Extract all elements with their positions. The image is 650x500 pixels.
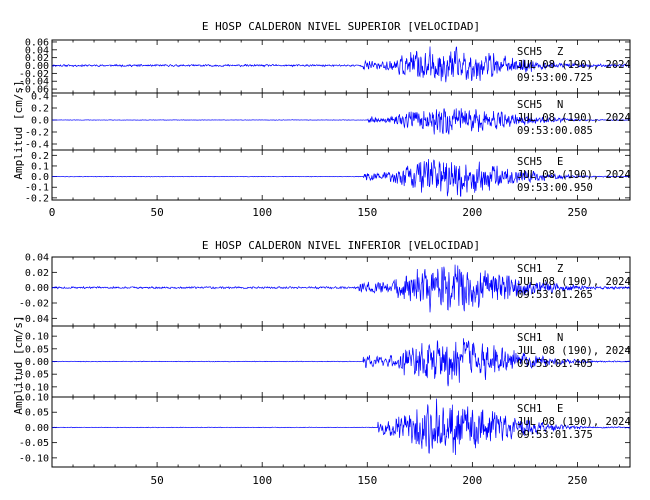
y-tick-label: -0.2 <box>25 128 49 139</box>
component-label: Z <box>557 46 563 58</box>
date-label: JUL 08 (190), 2024 <box>517 416 631 428</box>
y-tick-label: -0.06 <box>19 85 49 96</box>
x-tick-label: 100 <box>252 474 272 487</box>
station-label: SCH1 <box>517 263 542 275</box>
component-label: E <box>557 403 563 415</box>
y-tick-label: -0.02 <box>19 69 49 80</box>
time-label: 09:53:01.375 <box>517 429 593 441</box>
y-tick-label: -0.1 <box>25 183 49 194</box>
y-tick-label: 0.0 <box>31 116 49 127</box>
x-tick-label: 150 <box>357 474 377 487</box>
time-label: 09:53:00.725 <box>517 72 593 84</box>
y-tick-label: 0.0 <box>31 172 49 183</box>
waveform-line <box>51 398 631 455</box>
y-tick-label: 0.05 <box>25 344 49 355</box>
x-tick-label: 100 <box>252 206 272 219</box>
y-tick-label: 0.00 <box>25 423 49 434</box>
y-tick-label: 0.10 <box>25 393 49 404</box>
x-tick-label: 150 <box>357 206 377 219</box>
trace-frame <box>51 396 631 468</box>
waveform-line <box>51 108 631 135</box>
x-tick-label: 250 <box>568 474 588 487</box>
y-tick-label: -0.05 <box>19 370 49 381</box>
date-label: JUL 08 (190), 2024 <box>517 59 631 71</box>
y-tick-label: 0.02 <box>25 268 49 279</box>
x-tick-label: 250 <box>568 206 588 219</box>
time-label: 09:53:00.085 <box>517 125 593 137</box>
waveform-line <box>51 338 631 387</box>
x-tick-label: 200 <box>462 474 482 487</box>
x-tick-label: 50 <box>150 474 163 487</box>
y-axis-label: Amplitud [cm/s] <box>12 80 25 179</box>
y-tick-label: -0.05 <box>19 438 49 449</box>
panel-1: E HOSP CALDERON NIVEL SUPERIOR [VELOCIDA… <box>12 20 631 219</box>
y-tick-label: 0.2 <box>31 104 49 115</box>
y-tick-label: 0.04 <box>25 45 49 56</box>
waveform-line <box>51 46 631 83</box>
x-tick-label: 0 <box>49 206 56 219</box>
y-tick-label: 0.04 <box>25 253 49 264</box>
y-tick-label: -0.02 <box>19 299 49 310</box>
x-tick-label: 50 <box>150 206 163 219</box>
y-tick-label: 0.02 <box>25 53 49 64</box>
y-tick-label: 0.1 <box>31 161 49 172</box>
chart-title: E HOSP CALDERON NIVEL SUPERIOR [VELOCIDA… <box>202 20 480 33</box>
y-axis-label: Amplitud [cm/s] <box>12 315 25 414</box>
y-tick-label: 0.2 <box>31 151 49 162</box>
date-label: JUL 08 (190), 2024 <box>517 169 631 181</box>
y-tick-label: 0.00 <box>25 357 49 368</box>
date-label: JUL 08 (190), 2024 <box>517 112 631 124</box>
y-tick-label: -0.4 <box>25 140 49 151</box>
station-label: SCH1 <box>517 332 542 344</box>
y-tick-label: -0.2 <box>25 193 49 204</box>
y-tick-label: 0.06 <box>25 37 49 48</box>
waveform-line <box>51 264 631 313</box>
y-tick-label: 0.05 <box>25 408 49 419</box>
time-label: 09:53:00.950 <box>517 182 593 194</box>
component-label: Z <box>557 263 563 275</box>
date-label: JUL 08 (190), 2024 <box>517 276 631 288</box>
y-tick-label: -0.10 <box>19 382 49 393</box>
station-label: SCH5 <box>517 99 542 111</box>
x-tick-label: 200 <box>462 206 482 219</box>
station-label: SCH5 <box>517 46 542 58</box>
date-label: JUL 08 (190), 2024 <box>517 345 631 357</box>
y-tick-label: -0.04 <box>19 314 49 325</box>
y-tick-label: 0.4 <box>31 92 49 103</box>
trace-frame <box>51 149 631 201</box>
y-tick-label: 0.10 <box>25 332 49 343</box>
time-label: 09:53:01.265 <box>517 289 593 301</box>
y-tick-label: -0.10 <box>19 453 49 464</box>
y-tick-label: 0.00 <box>25 283 49 294</box>
waveform-line <box>51 158 631 197</box>
y-tick-label: -0.04 <box>19 77 49 88</box>
chart-title: E HOSP CALDERON NIVEL INFERIOR [VELOCIDA… <box>202 239 480 252</box>
component-label: N <box>557 332 563 344</box>
station-label: SCH5 <box>517 156 542 168</box>
panel-2: E HOSP CALDERON NIVEL INFERIOR [VELOCIDA… <box>12 239 631 487</box>
station-label: SCH1 <box>517 403 542 415</box>
component-label: N <box>557 99 563 111</box>
component-label: E <box>557 156 563 168</box>
y-tick-label: 0.00 <box>25 61 49 72</box>
time-label: 09:53:01.405 <box>517 358 593 370</box>
trace-sch5-z: 0.060.040.020.00-0.02-0.04-0.06 SCH5 ZJUL … <box>19 37 631 95</box>
